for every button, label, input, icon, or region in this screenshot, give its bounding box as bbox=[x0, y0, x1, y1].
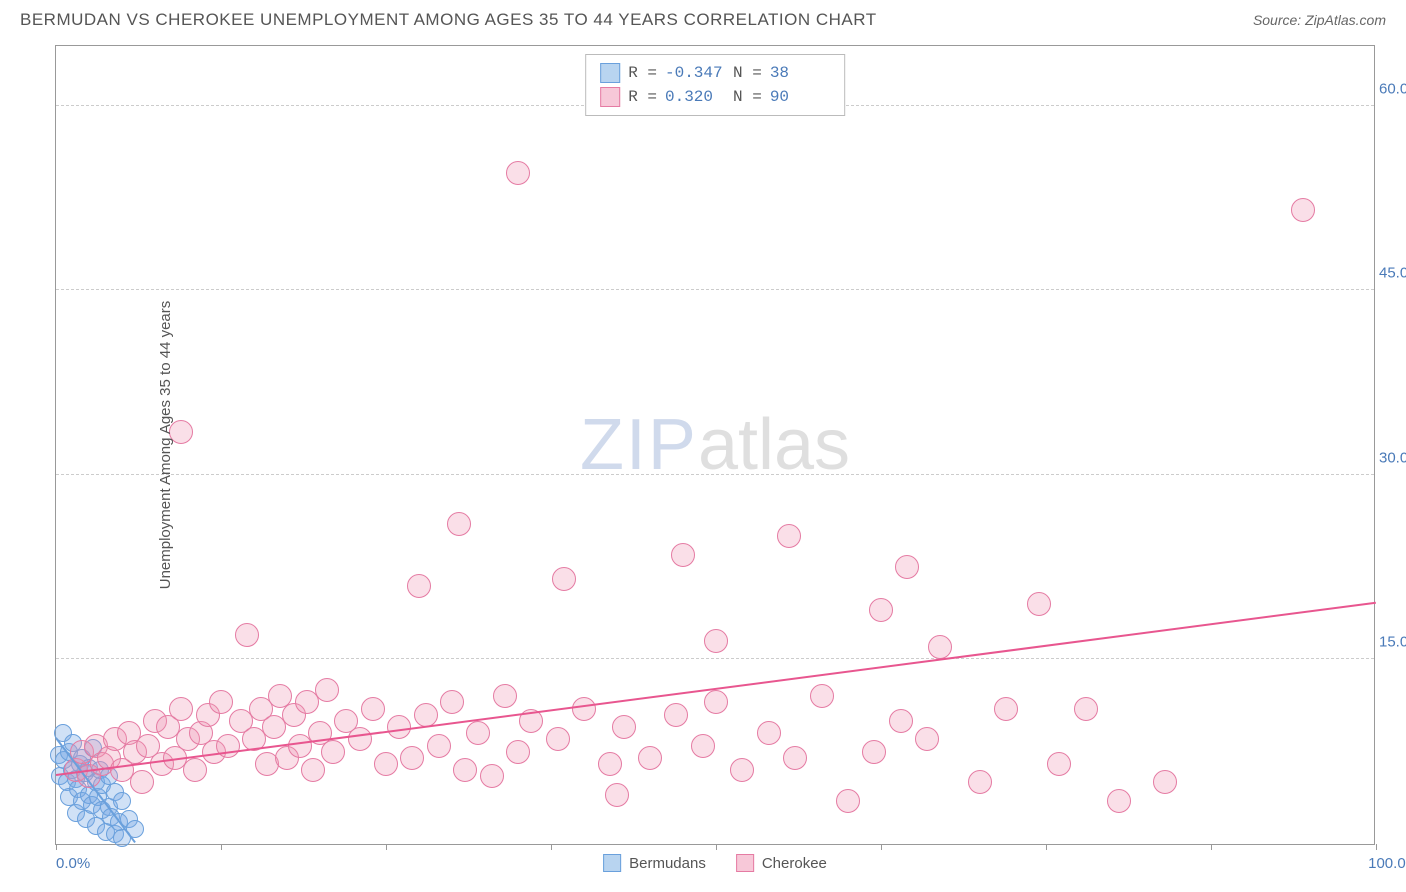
scatter-point bbox=[691, 734, 715, 758]
stats-r-label: R = bbox=[628, 85, 657, 109]
scatter-point bbox=[506, 740, 530, 764]
scatter-point bbox=[361, 697, 385, 721]
scatter-point bbox=[1153, 770, 1177, 794]
plot-area: ZIPatlas 15.0%30.0%45.0%60.0% Unemployme… bbox=[55, 45, 1375, 845]
scatter-point bbox=[895, 555, 919, 579]
chart-header: BERMUDAN VS CHEROKEE UNEMPLOYMENT AMONG … bbox=[0, 0, 1406, 35]
scatter-point bbox=[552, 567, 576, 591]
stats-row-cherokee: R = 0.320 N = 90 bbox=[600, 85, 830, 109]
legend-swatch-bermudans bbox=[603, 854, 621, 872]
scatter-point bbox=[612, 715, 636, 739]
scatter-point bbox=[889, 709, 913, 733]
x-axis-max-label: 100.0% bbox=[1368, 855, 1406, 872]
scatter-point bbox=[374, 752, 398, 776]
stats-r-value: 0.320 bbox=[665, 85, 725, 109]
legend-swatch-cherokee bbox=[736, 854, 754, 872]
scatter-point bbox=[836, 789, 860, 813]
scatter-point bbox=[183, 758, 207, 782]
stats-n-label: N = bbox=[733, 61, 762, 85]
legend-item-cherokee: Cherokee bbox=[736, 854, 827, 872]
scatter-point bbox=[664, 703, 688, 727]
legend-label: Bermudans bbox=[629, 855, 706, 872]
y-tick-label: 15.0% bbox=[1379, 634, 1406, 651]
stats-swatch-cherokee bbox=[600, 87, 620, 107]
scatter-point bbox=[704, 690, 728, 714]
x-tick bbox=[551, 844, 552, 850]
scatter-point bbox=[301, 758, 325, 782]
scatter-point bbox=[209, 690, 233, 714]
chart-source: Source: ZipAtlas.com bbox=[1253, 12, 1386, 28]
scatter-point bbox=[427, 734, 451, 758]
y-tick-label: 45.0% bbox=[1379, 265, 1406, 282]
scatter-point bbox=[466, 721, 490, 745]
legend: Bermudans Cherokee bbox=[603, 854, 827, 872]
scatter-point bbox=[572, 697, 596, 721]
scatter-point bbox=[453, 758, 477, 782]
y-tick-label: 30.0% bbox=[1379, 449, 1406, 466]
scatter-point bbox=[493, 684, 517, 708]
chart-title: BERMUDAN VS CHEROKEE UNEMPLOYMENT AMONG … bbox=[20, 10, 877, 30]
scatter-point bbox=[605, 783, 629, 807]
scatter-point bbox=[730, 758, 754, 782]
scatter-point bbox=[315, 678, 339, 702]
scatter-point bbox=[994, 697, 1018, 721]
stats-r-value: -0.347 bbox=[665, 61, 725, 85]
scatter-point bbox=[407, 574, 431, 598]
gridline bbox=[56, 474, 1374, 475]
scatter-point bbox=[598, 752, 622, 776]
scatter-point bbox=[810, 684, 834, 708]
scatter-point bbox=[1047, 752, 1071, 776]
scatter-point bbox=[321, 740, 345, 764]
stats-r-label: R = bbox=[628, 61, 657, 85]
scatter-point bbox=[506, 161, 530, 185]
x-axis-min-label: 0.0% bbox=[56, 855, 90, 872]
scatter-point bbox=[862, 740, 886, 764]
y-tick-label: 60.0% bbox=[1379, 80, 1406, 97]
x-tick bbox=[1046, 844, 1047, 850]
scatter-point bbox=[757, 721, 781, 745]
gridline bbox=[56, 289, 1374, 290]
scatter-point bbox=[671, 543, 695, 567]
x-tick bbox=[56, 844, 57, 850]
scatter-point bbox=[348, 727, 372, 751]
stats-row-bermudans: R = -0.347 N = 38 bbox=[600, 61, 830, 85]
scatter-point bbox=[1074, 697, 1098, 721]
scatter-point bbox=[235, 623, 259, 647]
scatter-point bbox=[869, 598, 893, 622]
x-tick bbox=[1211, 844, 1212, 850]
scatter-point bbox=[638, 746, 662, 770]
legend-label: Cherokee bbox=[762, 855, 827, 872]
y-axis-title: Unemployment Among Ages 35 to 44 years bbox=[157, 301, 174, 590]
scatter-point bbox=[113, 792, 131, 810]
stats-n-value: 90 bbox=[770, 85, 830, 109]
stats-n-value: 38 bbox=[770, 61, 830, 85]
scatter-point bbox=[1027, 592, 1051, 616]
x-tick bbox=[716, 844, 717, 850]
scatter-point bbox=[447, 512, 471, 536]
stats-swatch-bermudans bbox=[600, 63, 620, 83]
scatter-point bbox=[915, 727, 939, 751]
scatter-point bbox=[928, 635, 952, 659]
scatter-point bbox=[130, 770, 154, 794]
scatter-point bbox=[440, 690, 464, 714]
scatter-point bbox=[400, 746, 424, 770]
scatter-point bbox=[546, 727, 570, 751]
x-tick bbox=[881, 844, 882, 850]
gridline bbox=[56, 658, 1374, 659]
scatter-point bbox=[414, 703, 438, 727]
scatter-point bbox=[968, 770, 992, 794]
scatter-point bbox=[1107, 789, 1131, 813]
scatter-point bbox=[783, 746, 807, 770]
legend-item-bermudans: Bermudans bbox=[603, 854, 706, 872]
scatter-point bbox=[777, 524, 801, 548]
x-tick bbox=[386, 844, 387, 850]
stats-box: R = -0.347 N = 38 R = 0.320 N = 90 bbox=[585, 54, 845, 116]
scatter-point bbox=[480, 764, 504, 788]
x-tick bbox=[221, 844, 222, 850]
scatter-point bbox=[1291, 198, 1315, 222]
x-tick bbox=[1376, 844, 1377, 850]
scatter-point bbox=[704, 629, 728, 653]
stats-n-label: N = bbox=[733, 85, 762, 109]
scatter-point bbox=[169, 697, 193, 721]
